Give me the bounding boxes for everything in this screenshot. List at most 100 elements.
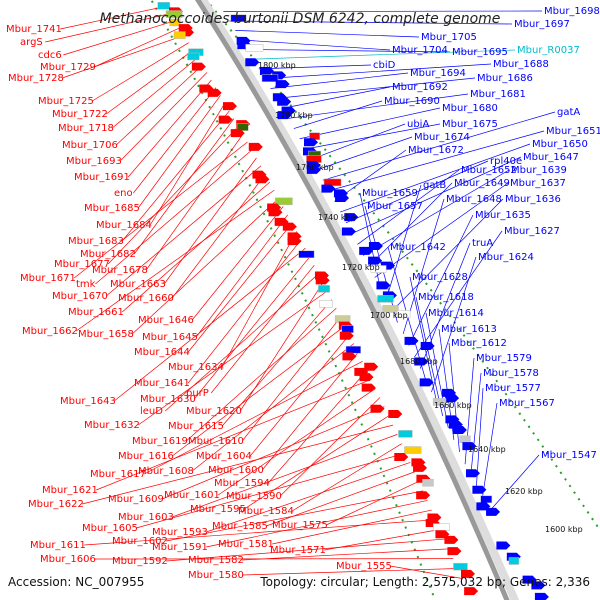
reverse-gene-label[interactable]: Mbur_1614 [428,308,484,319]
forward-gene-label[interactable]: Mbur_1677 [54,259,110,270]
forward-gene-label[interactable]: Mbur_1661 [68,307,124,318]
reverse-gene-label[interactable]: Mbur_1652 [461,165,517,176]
reverse-gene-label[interactable]: Mbur_1579 [476,353,532,364]
forward-gene-label[interactable]: Mbur_1604 [196,451,252,462]
forward-gene-label[interactable]: Mbur_1728 [8,73,64,84]
reverse-gene-label[interactable]: Mbur_1681 [470,89,526,100]
reverse-gene-label[interactable]: Mbur_1547 [541,450,597,461]
forward-gene-label[interactable]: Mbur_1643 [60,396,116,407]
forward-gene-label[interactable]: eno [114,188,133,199]
forward-gene-label[interactable]: Mbur_1575 [272,520,328,531]
forward-gene-label[interactable]: Mbur_1678 [92,265,148,276]
forward-gene-label[interactable]: Mbur_1608 [138,466,194,477]
reverse-gene-label[interactable]: Mbur_1648 [446,194,502,205]
forward-gene-label[interactable]: Mbur_1718 [58,123,114,134]
forward-gene-label[interactable]: argS [20,37,43,48]
forward-gene-label[interactable]: Mbur_1741 [6,24,62,35]
forward-gene-label[interactable]: Mbur_1683 [68,236,124,247]
forward-gene-label[interactable]: Mbur_1616 [118,451,174,462]
forward-gene-label[interactable]: Mbur_1584 [238,506,294,517]
reverse-gene-label[interactable]: Mbur_1698 [544,6,600,17]
forward-gene-label[interactable]: Mbur_1611 [30,540,86,551]
reverse-gene-label[interactable]: Mbur_1692 [392,82,448,93]
forward-gene-label[interactable]: cdc6 [38,50,62,61]
forward-gene-label[interactable]: Mbur_1605 [82,523,138,534]
forward-gene-label[interactable]: Mbur_1603 [118,512,174,523]
forward-gene-label[interactable]: Mbur_1585 [212,521,268,532]
forward-gene-label[interactable]: Mbur_1601 [164,490,220,501]
reverse-gene-label[interactable]: Mbur_1651 [546,126,600,137]
reverse-gene-label[interactable]: Mbur_1695 [452,47,508,58]
reverse-gene-label[interactable]: Mbur_R0037 [517,45,580,56]
reverse-gene-label[interactable]: Mbur_1618 [418,292,474,303]
forward-gene-label[interactable]: leuD [140,406,163,417]
forward-gene-label[interactable]: tmk [76,279,96,290]
reverse-gene-label[interactable]: Mbur_1688 [493,59,549,70]
reverse-gene-label[interactable]: gatB [423,180,446,191]
reverse-gene-label[interactable]: Mbur_1642 [390,242,446,253]
forward-gene-label[interactable]: Mbur_1600 [208,465,264,476]
reverse-gene-label[interactable]: Mbur_1650 [532,139,588,150]
forward-gene-label[interactable]: Mbur_1663 [110,279,166,290]
forward-gene-label[interactable]: Mbur_1610 [188,436,244,447]
forward-gene-label[interactable]: Mbur_1691 [74,172,130,183]
reverse-gene-label[interactable]: Mbur_1628 [412,272,468,283]
forward-gene-label[interactable]: Mbur_1722 [52,109,108,120]
forward-gene-label[interactable]: Mbur_1706 [62,140,118,151]
reverse-gene-label[interactable]: Mbur_1636 [505,194,561,205]
forward-gene-label[interactable]: Mbur_1685 [84,203,140,214]
forward-gene-label[interactable]: Mbur_1615 [168,421,224,432]
reverse-gene-label[interactable]: Mbur_1675 [442,119,498,130]
reverse-gene-label[interactable]: Mbur_1639 [511,165,567,176]
forward-gene-label[interactable]: Mbur_1619 [132,436,188,447]
forward-gene-label[interactable]: Mbur_1593 [152,527,208,538]
reverse-gene-label[interactable]: Mbur_1649 [454,178,510,189]
reverse-gene-label[interactable]: Mbur_1686 [477,73,533,84]
forward-gene-label[interactable]: Mbur_1729 [40,62,96,73]
forward-gene-label[interactable]: Mbur_1591 [152,542,208,553]
forward-gene-label[interactable]: Mbur_1581 [218,539,274,550]
forward-gene-label[interactable]: Mbur_1645 [142,332,198,343]
forward-gene-label[interactable]: Mbur_1582 [188,555,244,566]
reverse-gene-label[interactable]: Mbur_1613 [441,324,497,335]
reverse-gene-label[interactable]: Mbur_1647 [523,152,579,163]
forward-gene-label[interactable]: Mbur_1622 [28,499,84,510]
reverse-gene-label[interactable]: truA [472,238,493,249]
forward-gene-label[interactable]: Mbur_1632 [84,420,140,431]
forward-gene-label[interactable]: Mbur_1660 [118,293,174,304]
forward-gene-label[interactable]: Mbur_1670 [52,291,108,302]
forward-gene-label[interactable]: Mbur_1620 [186,406,242,417]
forward-gene-label[interactable]: Mbur_1580 [188,570,244,581]
forward-gene-label[interactable]: Mbur_1571 [270,545,326,556]
forward-gene-label[interactable]: Mbur_1644 [134,347,190,358]
forward-gene-label[interactable]: Mbur_1606 [40,554,96,565]
forward-gene-label[interactable]: Mbur_1595 [190,504,246,515]
forward-gene-label[interactable]: Mbur_1682 [80,249,136,260]
forward-gene-label[interactable]: Mbur_1609 [108,494,164,505]
forward-gene-label[interactable]: Mbur_1684 [96,220,152,231]
reverse-gene-label[interactable]: Mbur_1705 [421,32,477,43]
forward-gene-label[interactable]: Mbur_1725 [38,96,94,107]
reverse-gene-label[interactable]: Mbur_1612 [451,338,507,349]
forward-gene-label[interactable]: Mbur_1693 [66,156,122,167]
reverse-gene-label[interactable]: Mbur_1577 [485,383,541,394]
reverse-gene-label[interactable]: gatA [557,107,580,118]
reverse-gene-label[interactable]: Mbur_1578 [483,368,539,379]
reverse-gene-label[interactable]: Mbur_1690 [384,96,440,107]
forward-gene-label[interactable]: Mbur_1671 [20,273,76,284]
reverse-gene-label[interactable]: ubiA [407,119,429,130]
forward-gene-label[interactable]: Mbur_1641 [134,378,190,389]
reverse-gene-label[interactable]: Mbur_1627 [504,226,560,237]
reverse-gene-label[interactable]: cbiD [373,60,396,71]
forward-gene-label[interactable]: Mbur_1662 [22,326,78,337]
forward-gene-label[interactable]: Mbur_1592 [112,556,168,567]
forward-gene-label[interactable]: Mbur_1555 [336,561,392,572]
forward-gene-label[interactable]: Mbur_1617 [90,469,146,480]
forward-gene-label[interactable]: Mbur_1634 [168,362,224,373]
reverse-gene-label[interactable]: Mbur_1657 [367,201,423,212]
forward-gene-label[interactable]: purP [186,388,209,399]
forward-gene-label[interactable]: Mbur_1590 [226,491,282,502]
reverse-gene-label[interactable]: Mbur_1637 [510,178,566,189]
reverse-gene-label[interactable]: Mbur_1697 [514,19,570,30]
reverse-gene-label[interactable]: Mbur_1680 [442,103,498,114]
